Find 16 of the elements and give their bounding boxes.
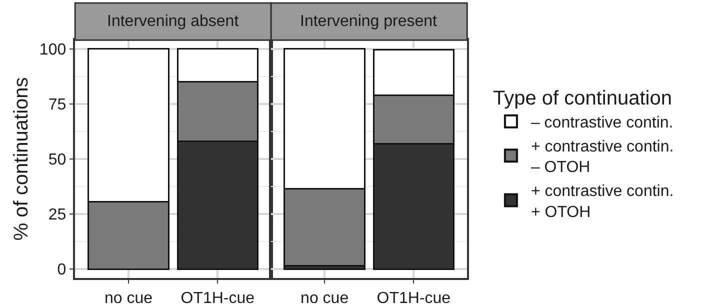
x-tick-label: OT1H-cue	[376, 290, 451, 306]
y-axis-title: % of continuations	[10, 77, 32, 241]
x-tick-label: OT1H-cue	[180, 290, 255, 306]
y-tick-label: 50	[48, 152, 66, 169]
chart-title: Intervening absent	[107, 13, 240, 30]
y-tick-label: 100	[39, 41, 66, 58]
legend-label: + contrastive contin. + OTOH	[530, 183, 674, 221]
x-tick-label: no cue	[104, 290, 153, 306]
legend-title: Type of continuation	[492, 88, 672, 110]
legend-label: + contrastive contin. – OTOH	[530, 138, 674, 176]
legend-label: – contrastive contin.	[530, 114, 674, 132]
y-tick-label: 75	[48, 96, 66, 114]
chart-title: Intervening present	[300, 13, 438, 30]
y-tick-label: 0	[57, 262, 66, 279]
y-tick-label: 25	[48, 206, 66, 224]
x-tick-label: no cue	[300, 290, 349, 306]
